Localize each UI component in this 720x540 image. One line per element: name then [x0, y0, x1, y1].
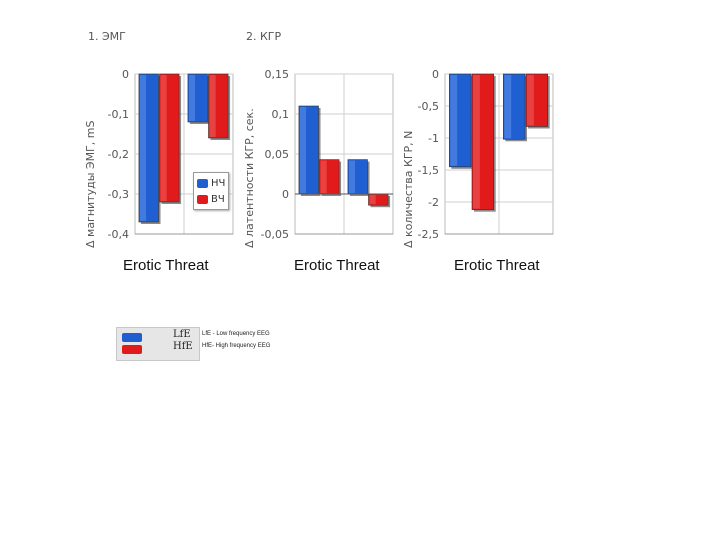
legend-swatch-blue — [197, 178, 208, 188]
bar-vch-1 — [208, 73, 229, 139]
bar-highlight — [473, 75, 480, 209]
bar-nch-1 — [503, 73, 526, 140]
y-tick-label: -1,5 — [418, 164, 439, 177]
chart-1-title: 1. ЭМГ — [88, 30, 126, 43]
legend-desc-hfe: HfE- High frequency EEG — [202, 343, 271, 349]
chart-1-legend: НЧ ВЧ — [193, 172, 230, 210]
bar-highlight — [348, 160, 356, 193]
y-tick-label: -0,4 — [108, 228, 129, 241]
bar-highlight — [450, 75, 458, 166]
chart-2-title: 2. КГР — [246, 30, 282, 43]
bar-highlight — [504, 75, 512, 139]
y-tick-label: -0,3 — [108, 188, 129, 201]
legend-item-nch: НЧ — [197, 175, 225, 191]
legend-label-vch: ВЧ — [211, 193, 225, 205]
bar-highlight — [369, 195, 376, 205]
y-tick-label: -0,1 — [108, 108, 129, 121]
legend-swatch-lfe — [122, 333, 142, 342]
bar-highlight — [209, 75, 216, 137]
chart-1-categories: Erotic Threat — [123, 257, 209, 274]
chart-1-category-threat: Threat — [165, 257, 209, 274]
legend-desc-lfe: LfE - Low frequency EEG — [202, 331, 270, 337]
chart-1-category-erotic: Erotic — [123, 257, 162, 274]
chart-1: 0 -0,1 -0,2 -0,3 -0,4 — [108, 68, 234, 241]
y-tick-label: 0,05 — [265, 148, 290, 161]
legend-swatch-red — [197, 194, 208, 204]
chart-3: 0 -0,5 -1 -1,5 -2 -2,5 — [418, 68, 554, 241]
frequency-legend-box — [116, 327, 200, 361]
frequency-legend: LfE HfE LfE - Low frequency EEG HfE- Hig… — [116, 327, 286, 361]
legend-swatch-hfe — [122, 345, 142, 354]
chart-3-category-threat: Threat — [496, 257, 540, 274]
chart-2: 0,15 0,1 0,05 0 -0,05 — [261, 68, 394, 241]
bar-nch-0 — [449, 73, 472, 168]
y-tick-label: -0,2 — [108, 148, 129, 161]
legend-code-lfe: LfE — [173, 329, 191, 340]
chart-2-category-threat: Threat — [336, 257, 380, 274]
bar-highlight — [320, 160, 327, 193]
y-tick-label: -1 — [428, 132, 439, 145]
bar-vch-0 — [159, 73, 180, 203]
bar-highlight — [299, 107, 307, 193]
bar-highlight — [527, 75, 534, 126]
chart-3-categories: Erotic Threat — [454, 257, 540, 274]
bar-vch-0 — [471, 73, 494, 210]
legend-code-hfe: HfE — [173, 341, 193, 352]
y-tick-label: 0,15 — [265, 68, 290, 81]
y-tick-label: 0 — [122, 68, 129, 81]
y-tick-label: -2,5 — [418, 228, 439, 241]
y-tick-label: -0,05 — [261, 228, 289, 241]
chart-3-category-erotic: Erotic — [454, 257, 493, 274]
chart-2-categories: Erotic Threat — [294, 257, 380, 274]
y-tick-label: 0 — [282, 188, 289, 201]
y-tick-label: -0,5 — [418, 100, 439, 113]
bar-nch-1 — [187, 73, 208, 123]
chart-2-category-erotic: Erotic — [294, 257, 333, 274]
y-tick-label: 0,1 — [272, 108, 290, 121]
y-tick-label: 0 — [432, 68, 439, 81]
legend-item-vch: ВЧ — [197, 191, 225, 207]
bar-vch-1 — [525, 73, 548, 127]
legend-label-nch: НЧ — [211, 177, 226, 189]
y-tick-label: -2 — [428, 196, 439, 209]
bar-highlight — [160, 75, 167, 201]
bar-highlight — [188, 75, 196, 121]
bar-nch-0 — [138, 73, 159, 223]
bar-highlight — [139, 75, 147, 221]
